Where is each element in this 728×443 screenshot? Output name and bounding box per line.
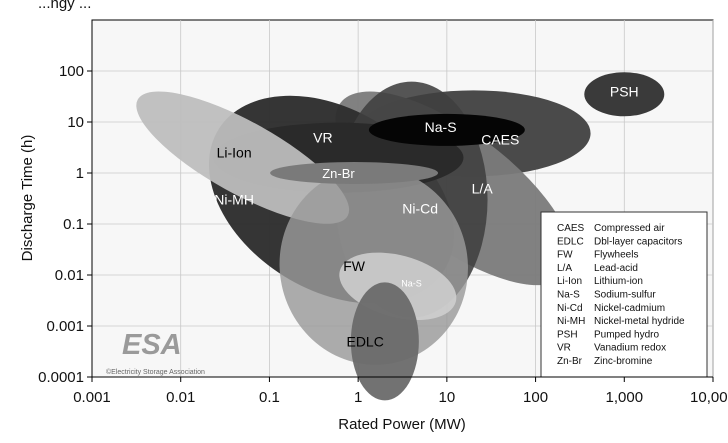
region-edlc [350,282,419,401]
x-tick-label: 1 [354,389,362,406]
x-tick-label: 10,000 [690,389,728,406]
legend-background [540,211,708,378]
legend-name: Zinc-bromine [594,356,653,367]
y-tick-label: 100 [59,63,84,80]
region-label: Zn-Br [322,166,355,181]
legend-box: CAES Compressed air EDLC Dbl-layer capacito… [540,211,708,378]
esa-logo-credit: ©Electricity Storage Association [106,368,205,376]
region-label: CAES [481,132,519,148]
region-label: VR [313,129,332,145]
region-label: Na-S [401,278,422,288]
region-label: L/A [472,180,494,196]
x-tick-label: 0.01 [166,389,195,406]
legend-name: Pumped hydro [594,329,659,340]
y-tick-label: 1 [76,165,84,182]
x-tick-label: 10 [439,389,456,406]
legend-abbr: CAES [557,223,585,234]
header-fragment: ...ngy ... [38,0,91,12]
region-label: Na-S [425,119,457,135]
legend-name: Lithium-ion [594,276,643,287]
legend-abbr: PSH [557,329,578,340]
axes [87,20,714,382]
x-tick-label: 0.001 [73,389,111,406]
legend-name: Sodium-sulfur [594,290,656,301]
legend-abbr: Ni-Cd [557,303,583,314]
region-li-ion [136,91,350,224]
tick-labels: 0.001 0.01 0.1 1 10 100 1,000 10,000 0.0001 0.001… [38,63,728,406]
legend-name: Vanadium redox [594,343,666,354]
region-label: Ni-Cd [402,201,438,217]
y-tick-label: 0.01 [55,267,84,284]
y-tick-label: 0.001 [46,318,84,335]
y-axis-title: Discharge Time (h) [19,135,36,262]
y-tick-label: 0.0001 [38,369,84,386]
legend-name: Dbl-layer capacitors [594,236,682,247]
legend-entries: CAES Compressed air EDLC Dbl-layer capacito… [557,223,685,367]
region-labels: CAES L/A Ni-MH Ni-Cd VR Li-Ion FW Na-S Zn-Br Na-S… [214,83,638,349]
region-label: PSH [610,83,639,99]
esa-logo-mark: ESA [122,329,182,361]
y-tick-label: 0.1 [63,216,84,233]
x-tick-label: 0.1 [259,389,280,406]
region-label: EDLC [346,333,383,349]
region-zn-br [270,162,439,184]
legend-abbr: EDLC [557,236,584,247]
x-axis-title: Rated Power (MW) [338,416,466,433]
region-psh [584,72,665,117]
legend-name: Nickel-cadmium [594,303,665,314]
legend-abbr: FW [557,250,573,261]
legend-name: Flywheels [594,250,638,261]
legend-abbr: Li-Ion [557,276,582,287]
legend-abbr: Zn-Br [557,356,583,367]
legend-name: Compressed air [594,223,665,234]
technology-regions [136,72,665,401]
x-tick-label: 1,000 [606,389,644,406]
region-label: Ni-MH [214,192,254,208]
legend-abbr: Ni-MH [557,316,585,327]
legend-abbr: VR [557,343,571,354]
legend-name: Lead-acid [594,263,638,274]
region-label: Li-Ion [217,145,252,161]
legend-name: Nickel-metal hydride [594,316,685,327]
region-label: FW [343,258,366,274]
x-tick-label: 100 [523,389,548,406]
y-tick-label: 10 [67,114,84,131]
region-na-s [368,113,525,146]
esa-logo: ESA ©Electricity Storage Association [106,329,205,376]
legend-abbr: Na-S [557,290,580,301]
legend-abbr: L/A [557,263,572,274]
